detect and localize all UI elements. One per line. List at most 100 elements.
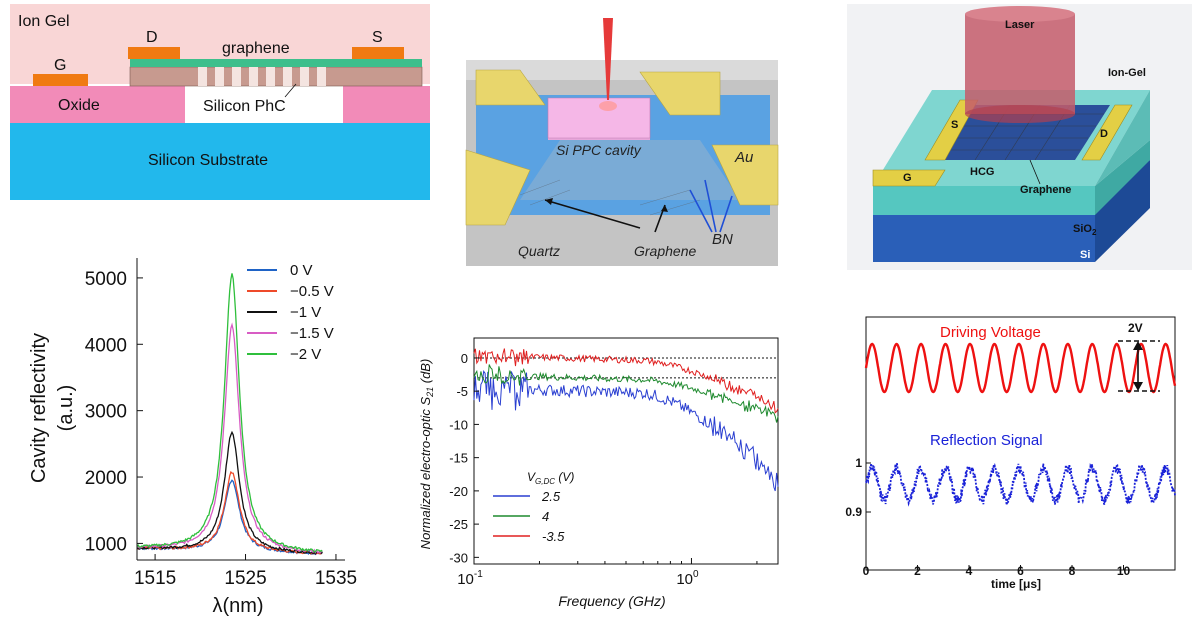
phc-cavity-region	[185, 86, 343, 123]
oxide-right	[343, 86, 430, 123]
c2-legend-label: 4	[542, 509, 549, 524]
phc-label: Silicon PhC	[203, 98, 286, 115]
c1-series-line	[136, 430, 323, 555]
c1-ytick-label: 5000	[85, 269, 127, 290]
c2-legend-label: -3.5	[542, 529, 565, 544]
laser-label: Laser	[1005, 19, 1035, 31]
graphene-layer	[130, 59, 422, 67]
c2-ytick-label: -30	[449, 550, 468, 565]
substrate-layer	[10, 123, 430, 200]
c2-xlabel: Frequency (GHz)	[558, 593, 665, 609]
c1-legend-label: −0.5 V	[290, 283, 334, 300]
c1-xlabel: λ(nm)	[212, 595, 263, 617]
oxide-left	[10, 86, 185, 123]
oxide-label: Oxide	[58, 97, 100, 114]
c3-xtick-label: 0	[863, 564, 870, 578]
c1-series-line	[136, 322, 323, 554]
c3-ytick-label: 0.9	[845, 505, 862, 519]
sio2-layer	[873, 186, 1095, 215]
c2-series-line	[473, 364, 779, 423]
c3-xtick-label: 4	[966, 564, 973, 578]
c2-ytick-label: -10	[449, 417, 468, 432]
c2-xtick-label: 100	[676, 569, 699, 588]
si-ppc-cavity	[547, 97, 651, 139]
bn-label: BN	[712, 231, 733, 248]
sio2-label: SiO2	[1073, 223, 1097, 237]
au-pad-bottom-left	[465, 149, 531, 226]
c2-ytick-label: -20	[449, 484, 468, 499]
source-label-hcg: S	[951, 119, 958, 131]
c2-series-line	[473, 369, 779, 492]
quartz-label: Quartz	[518, 243, 560, 259]
graphene-mesh	[519, 179, 701, 216]
drain-label: D	[146, 29, 158, 46]
c1-legend-label: −2 V	[290, 346, 321, 363]
c2-ytick-label: -5	[456, 384, 468, 399]
c2-ytick-label: 0	[461, 351, 468, 366]
c3-ytick-label: 1	[855, 456, 862, 470]
ion-gel-label: Ion Gel	[18, 13, 70, 30]
ion-gel-label-hcg: Ion-Gel	[1108, 67, 1146, 79]
drain-label-hcg: D	[1100, 128, 1108, 140]
c2-ytick-label: -15	[449, 451, 468, 466]
gate-contact	[33, 74, 88, 86]
c3-xtick-label: 6	[1017, 564, 1024, 578]
c2-series-line	[473, 348, 779, 414]
laser-column	[965, 14, 1075, 114]
chart-time-traces: 0 2 4 6 8 10 1 0.9 Driving Voltage Reflection …	[845, 316, 1177, 591]
phc-slab	[129, 66, 423, 87]
c1-legend-label: −1 V	[290, 304, 321, 321]
c1-ytick-label: 2000	[85, 468, 127, 489]
c3-reflection-line	[865, 461, 1176, 507]
c1-legend-label: 0 V	[290, 262, 313, 279]
c3-xtick-label: 2	[914, 564, 921, 578]
c3-annotation-2v: 2V	[1128, 321, 1143, 335]
graphene-label-3d: Graphene	[634, 243, 696, 259]
laser-beam	[603, 18, 613, 100]
c1-legend-label: −1.5 V	[290, 325, 334, 342]
au-label: Au	[734, 149, 754, 166]
c3-xtick-label: 8	[1069, 564, 1076, 578]
panel-hcg-device: Laser Ion-Gel S D G HCG Graphene SiO2 Si	[847, 4, 1192, 270]
c2-xtick-label: 10-1	[457, 569, 483, 588]
chart-electro-optic-s21: 0 -5 -10 -15 -20 -25 -30 10-1 100 VG,DC (V) 2.5 4…	[418, 337, 779, 609]
phc-holes	[198, 67, 326, 86]
c1-xtick-label: 1535	[315, 568, 357, 589]
graphene-label-hcg: Graphene	[1020, 184, 1071, 196]
c3-label-reflection: Reflection Signal	[930, 432, 1043, 449]
hcg-label: HCG	[970, 166, 994, 178]
au-pad-top-right	[639, 71, 721, 116]
c2-plot-box	[473, 337, 779, 565]
gate-electrode	[872, 169, 946, 187]
si-substrate	[873, 215, 1095, 262]
c3-xlabel: time [μs]	[991, 577, 1041, 591]
c1-ytick-label: 4000	[85, 335, 127, 356]
panel-cross-section: Ion Gel G D S graphene Oxide Silicon PhC…	[10, 4, 430, 200]
c1-series-line	[136, 273, 323, 553]
panel-3d-device: Si PPC cavity Au Quartz Graphene BN	[465, 16, 779, 266]
c3-xtick-label: 10	[1117, 564, 1131, 578]
c3-amplitude-marker	[1118, 340, 1160, 392]
gate-label: G	[54, 57, 66, 74]
c1-xtick-label: 1515	[134, 568, 176, 589]
c3-label-driving: Driving Voltage	[940, 324, 1041, 341]
au-pad-top-left	[475, 69, 546, 106]
source-label: S	[372, 29, 383, 46]
graphene-label: graphene	[222, 40, 290, 57]
drain-electrode	[1081, 104, 1133, 161]
source-contact	[352, 47, 404, 59]
c2-ylabel: Normalized electro-optic S21 (dB)	[418, 359, 435, 550]
c3-driving-line	[864, 342, 1177, 394]
chart-cavity-reflectivity: 1000 2000 3000 4000 5000 1515 1525 1535 0 V −0.…	[28, 258, 357, 617]
cavity-label: Si PPC cavity	[556, 142, 642, 158]
drain-contact	[128, 47, 180, 59]
c2-legend-label: 2.5	[541, 489, 561, 504]
si-label: Si	[1080, 249, 1090, 261]
c2-legend-title: VG,DC (V)	[527, 470, 574, 486]
c1-ytick-label: 1000	[85, 534, 127, 555]
gate-label-hcg: G	[903, 172, 912, 184]
c1-ylabel-unit: (a.u.)	[55, 385, 77, 432]
c1-ylabel: Cavity reflectivity	[28, 333, 50, 483]
substrate-label: Silicon Substrate	[148, 152, 268, 169]
